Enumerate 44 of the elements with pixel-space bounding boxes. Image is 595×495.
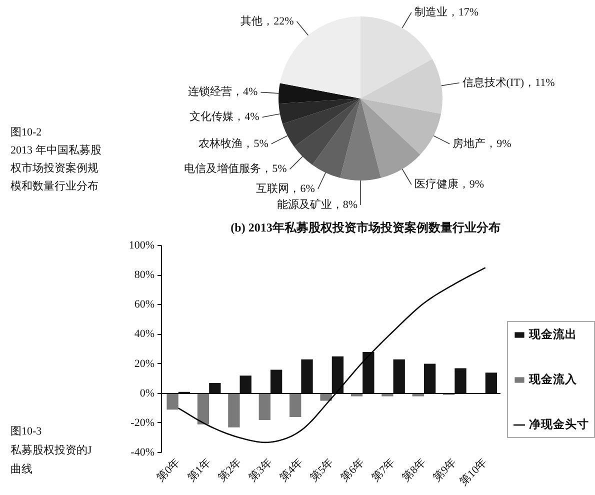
slice-label: 能源及矿业，8% (276, 198, 358, 212)
y-tick-label: 60% (134, 298, 155, 311)
caption: 图10-3 (10, 426, 42, 438)
x-tick-label: 第8年 (400, 456, 428, 484)
x-tick-label: 第5年 (308, 456, 336, 484)
slice-label: 连锁经营，4% (188, 85, 258, 98)
x-tick-label: 第9年 (430, 456, 459, 484)
slice-label: 其他，22% (240, 14, 294, 28)
bar (290, 393, 302, 418)
bar (320, 393, 332, 401)
x-tick-label: 第3年 (246, 456, 275, 484)
y-tick-label: 40% (134, 328, 155, 340)
slice-label: 农林牧渔，5% (198, 136, 268, 150)
bar (228, 393, 240, 428)
y-tick-label: 80% (134, 269, 155, 282)
x-tick-label: 第7年 (370, 456, 398, 484)
x-tick-label: 第0年 (154, 456, 183, 484)
y-tick-label: -20% (130, 416, 154, 429)
slice-label: 房地产，9% (452, 136, 512, 150)
slice-label: 文化传媒，4% (190, 110, 260, 124)
slice-label: 互联网，6% (256, 183, 315, 196)
slice-label: 制造业，17% (414, 5, 479, 18)
x-tick-label: 第2年 (216, 456, 244, 484)
x-tick-label: 第10年 (458, 456, 490, 488)
slice-label: 医疗健康，9% (414, 178, 484, 191)
x-tick-label: 第4年 (277, 456, 306, 484)
legend-label: 现金流入 (529, 372, 577, 387)
text: 私募股权投资的J曲线 (10, 444, 92, 476)
bar (258, 393, 270, 420)
x-tick-label: 第1年 (185, 456, 214, 484)
text: 2013 年中国私募股权市场投资案例规模和数量行业分布 (10, 144, 102, 192)
y-tick-label: 0% (140, 387, 155, 400)
bar (166, 393, 178, 410)
y-tick-label: 20% (134, 358, 155, 370)
legend-label: 净现金头寸 (529, 417, 589, 432)
y-tick-label: -40% (130, 446, 154, 458)
slice-label: 信息技术(IT)，11% (462, 76, 555, 89)
slice-label: 电信及增值服务，5% (184, 162, 287, 176)
x-tick-label: 第6年 (338, 456, 367, 484)
legend-label: 现金流出 (529, 327, 577, 342)
caption: 图10-2 (10, 126, 42, 138)
y-tick-label: 100% (128, 240, 155, 252)
bar (197, 393, 210, 424)
text: (b) 2013年私募股权投资市场投资案例数量行业分布 (230, 220, 500, 234)
